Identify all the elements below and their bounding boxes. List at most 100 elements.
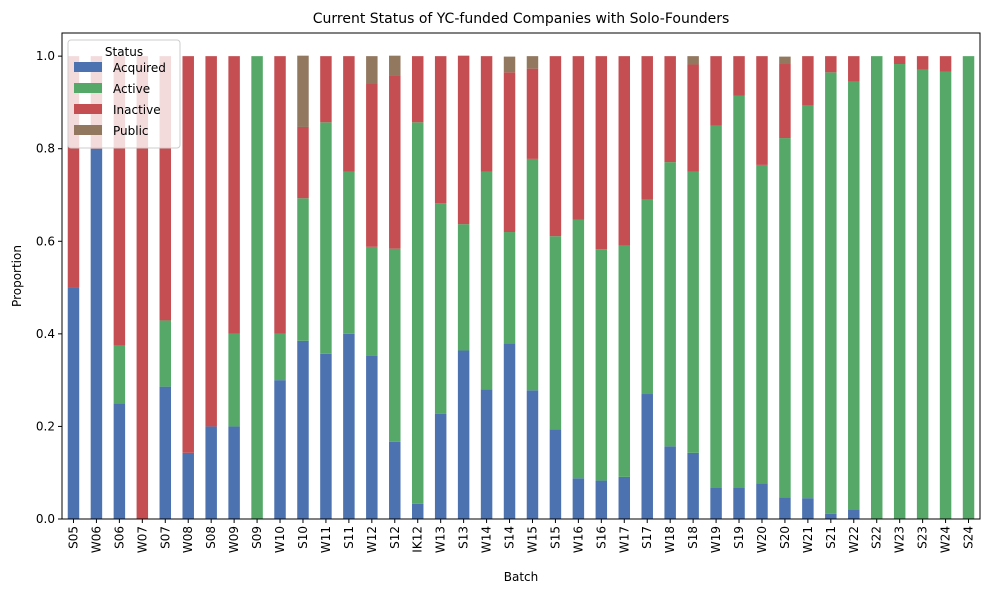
x-tick-label: S11 <box>342 526 356 549</box>
bar-W20-acquired <box>756 483 768 519</box>
bar-W17-acquired <box>618 476 631 519</box>
bar-W12-active <box>366 246 378 356</box>
bar-S18-inactive <box>687 64 699 172</box>
x-tick-label: S10 <box>296 526 310 549</box>
bar-W09-active <box>228 333 240 427</box>
bar-S07-acquired <box>159 386 172 519</box>
bar-S14-public <box>503 56 516 73</box>
x-tick-label: W21 <box>801 526 815 553</box>
bar-S07-inactive <box>159 56 172 321</box>
x-tick-label: W19 <box>709 526 723 553</box>
bar-W16-inactive <box>572 56 585 220</box>
x-axis: S05 W06 S06 W07 S07 W08 S08 W09 S09 W10 S10 W11 S11 W… <box>66 519 976 553</box>
bar-S11-active <box>343 171 355 334</box>
y-tick-label: 0.4 <box>36 327 55 341</box>
bar-W11-acquired <box>320 353 332 519</box>
bar-S24-active <box>962 56 975 520</box>
y-tick-label: 1.0 <box>36 49 55 63</box>
bar-S21-inactive <box>825 56 837 73</box>
bar-W18-inactive <box>664 56 676 163</box>
x-tick-label: W06 <box>89 526 103 553</box>
legend-label-active: Active <box>113 82 150 96</box>
bar-S17-inactive <box>641 56 653 200</box>
bar-S12-inactive <box>389 75 401 249</box>
bar-W23-inactive <box>893 56 906 65</box>
bar-S12-public <box>389 55 401 76</box>
bar-S05-inactive <box>67 56 80 288</box>
bar-S05-acquired <box>67 287 80 519</box>
bar-W12-public <box>366 56 378 84</box>
legend-title: Status <box>105 45 143 59</box>
legend-swatch-active <box>74 83 102 93</box>
x-tick-label: S12 <box>388 526 402 549</box>
bar-S21-active <box>825 72 837 514</box>
x-axis-label: Batch <box>504 570 539 584</box>
bar-W21-inactive <box>802 56 814 106</box>
bar-S16-active <box>595 249 608 481</box>
y-axis-label: Proportion <box>10 245 24 307</box>
legend-swatch-acquired <box>74 62 102 72</box>
x-tick-label: S18 <box>686 526 700 549</box>
bars-layer <box>67 55 975 520</box>
bar-W12-acquired <box>366 355 378 519</box>
bar-S08-inactive <box>205 56 217 427</box>
x-tick-label: IK12 <box>411 526 425 553</box>
bar-S23-active <box>916 69 929 520</box>
x-tick-label: S06 <box>112 526 126 549</box>
bar-W15-inactive <box>526 68 539 159</box>
bar-S07-active <box>159 320 172 387</box>
bar-S06-inactive <box>113 56 126 346</box>
bar-W11-inactive <box>320 56 332 123</box>
legend-swatch-inactive <box>74 104 102 114</box>
bar-W09-acquired <box>228 426 240 519</box>
bar-W15-acquired <box>526 390 539 519</box>
bar-W17-active <box>618 245 631 477</box>
bar-S15-acquired <box>549 429 562 519</box>
bar-W16-active <box>572 219 585 479</box>
bar-S08-acquired <box>205 426 217 519</box>
bar-S11-inactive <box>343 56 355 172</box>
bar-S14-inactive <box>503 72 516 233</box>
bar-W08-acquired <box>182 452 194 519</box>
bar-W14-acquired <box>480 389 493 519</box>
legend-label-public: Public <box>113 124 149 138</box>
bar-IK12-acquired <box>411 503 424 519</box>
x-tick-label: S17 <box>640 526 654 549</box>
legend: Status Acquired Active Inactive Public <box>67 39 181 149</box>
bar-W10-inactive <box>274 56 286 334</box>
bar-S17-acquired <box>641 394 653 519</box>
bar-S16-acquired <box>595 480 608 519</box>
bar-W15-public <box>526 56 539 69</box>
x-tick-label: W11 <box>319 526 333 553</box>
bar-W21-active <box>802 105 814 499</box>
bar-S18-active <box>687 171 699 453</box>
bar-W11-active <box>320 122 332 354</box>
x-tick-label: S14 <box>503 526 517 549</box>
y-tick-label: 0.8 <box>36 142 55 156</box>
x-tick-label: W20 <box>755 526 769 553</box>
bar-S11-acquired <box>343 333 355 519</box>
x-tick-label: W10 <box>273 526 287 553</box>
x-tick-label: S05 <box>66 526 80 549</box>
x-tick-label: W15 <box>525 526 539 553</box>
bar-S20-active <box>779 138 791 498</box>
x-tick-label: W16 <box>571 526 585 553</box>
bar-W06-acquired <box>90 148 103 519</box>
x-tick-label: S16 <box>594 526 608 549</box>
bar-S14-active <box>503 232 516 344</box>
bar-W09-inactive <box>228 56 240 334</box>
bar-W22-inactive <box>848 56 860 82</box>
bar-S13-acquired <box>457 350 470 519</box>
x-tick-label: S24 <box>962 526 976 549</box>
bar-S12-acquired <box>389 441 401 519</box>
bar-S15-inactive <box>549 56 562 237</box>
x-tick-label: W12 <box>365 526 379 553</box>
bar-S10-active <box>297 198 309 341</box>
x-tick-label: S20 <box>778 526 792 549</box>
bar-W18-acquired <box>664 446 676 519</box>
bar-S23-inactive <box>916 56 929 70</box>
bar-W12-inactive <box>366 83 378 247</box>
bar-S20-acquired <box>779 497 791 519</box>
x-tick-label: W24 <box>939 526 953 553</box>
bar-S10-public <box>297 55 309 127</box>
